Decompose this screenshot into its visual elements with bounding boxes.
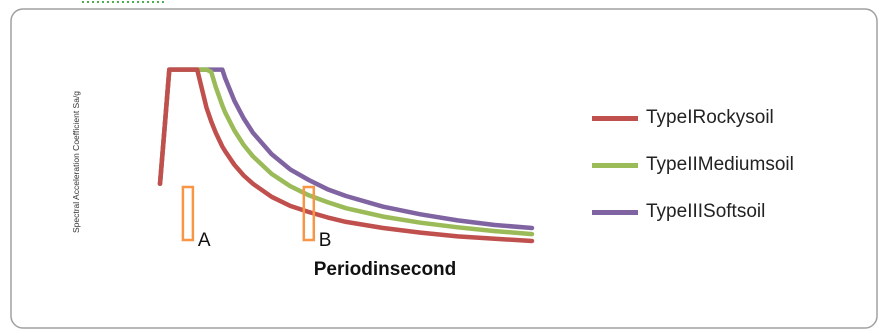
marker-label-b: B xyxy=(319,230,332,251)
x-axis-label: Periodinsecond xyxy=(314,259,457,280)
marker-box-b xyxy=(302,185,316,242)
legend-item-1: TypeIRockysoil xyxy=(592,106,794,130)
legend-label: TypeIRockysoil xyxy=(646,107,774,128)
marker-label-a: A xyxy=(198,230,211,251)
legend: TypeIRockysoil TypeIIMediumsoil TypeIIISof… xyxy=(592,106,794,247)
legend-label: TypeIIMediumsoil xyxy=(646,154,794,175)
series-line-1 xyxy=(157,67,535,244)
legend-label: TypeIIISoftsoil xyxy=(646,201,766,222)
legend-swatch xyxy=(592,209,638,215)
legend-item-2: TypeIIMediumsoil xyxy=(592,153,794,177)
series-layer xyxy=(157,67,535,244)
legend-swatch xyxy=(592,115,638,121)
legend-swatch xyxy=(592,162,638,168)
legend-item-3: TypeIIISoftsoil xyxy=(592,200,794,224)
marker-box-a xyxy=(181,185,195,242)
y-axis-label: Spectral Acceleration Coefficient Sa/g xyxy=(71,91,81,233)
